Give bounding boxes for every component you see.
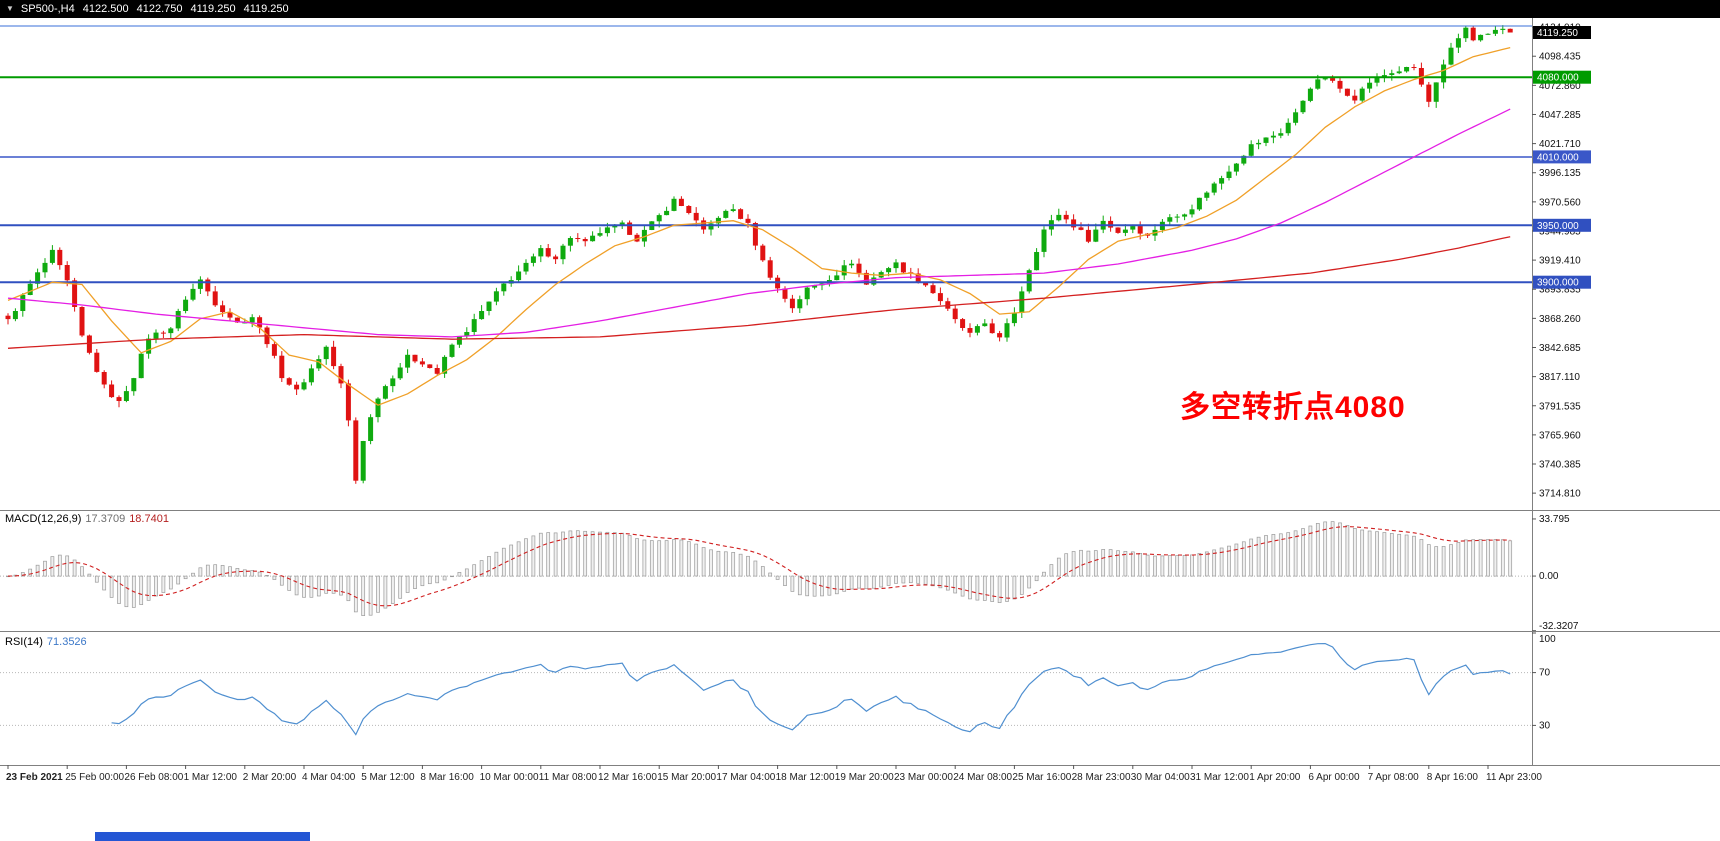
svg-text:4098.435: 4098.435	[1539, 52, 1581, 63]
svg-text:4080.000: 4080.000	[1537, 73, 1579, 84]
svg-text:5 Mar 12:00: 5 Mar 12:00	[361, 772, 415, 783]
ma-mid-line	[7, 108, 1511, 338]
annotation-text[interactable]: 多空转折点4080	[1180, 391, 1406, 424]
svg-text:4072.860: 4072.860	[1539, 81, 1581, 92]
bar-close-value: 4119.250	[243, 3, 289, 15]
svg-text:25 Feb 00:00: 25 Feb 00:00	[65, 772, 124, 783]
svg-text:18 Mar 12:00: 18 Mar 12:00	[776, 772, 835, 783]
symbol-dropdown-icon[interactable]: ▼	[6, 4, 14, 13]
background-window-strip	[95, 832, 310, 841]
bar-open-value: 4122.500	[82, 3, 129, 15]
svg-text:3919.410: 3919.410	[1539, 256, 1581, 267]
svg-text:1 Mar 12:00: 1 Mar 12:00	[184, 772, 238, 783]
svg-text:12 Mar 16:00: 12 Mar 16:00	[598, 772, 657, 783]
svg-text:4119.250: 4119.250	[1537, 28, 1578, 39]
chart-title-bar: ▼ SP500-,H4 4122.500 4122.750 4119.250 4…	[0, 0, 1720, 18]
svg-text:4047.285: 4047.285	[1539, 110, 1581, 121]
candles-layer	[5, 25, 1513, 484]
svg-text:25 Mar 16:00: 25 Mar 16:00	[1012, 772, 1071, 783]
rsi-indicator-label: RSI(14) 71.3526	[5, 636, 87, 648]
rsi-name: RSI(14)	[5, 636, 43, 648]
svg-text:3842.685: 3842.685	[1539, 343, 1581, 354]
price-level-box	[1533, 26, 1591, 39]
svg-text:23 Mar 00:00: 23 Mar 00:00	[894, 772, 953, 783]
svg-text:7 Apr 08:00: 7 Apr 08:00	[1368, 772, 1420, 783]
svg-text:11 Mar 08:00: 11 Mar 08:00	[539, 772, 598, 783]
macd-pane: 33.795 0.00 -32.3207	[0, 514, 1579, 632]
macd-main-value: 17.3709	[85, 513, 126, 525]
svg-text:3950.000: 3950.000	[1537, 221, 1579, 232]
svg-text:8 Apr 16:00: 8 Apr 16:00	[1427, 772, 1479, 783]
macd-indicator-label: MACD(12,26,9) 17.3709 18.7401	[5, 513, 169, 525]
svg-text:19 Mar 20:00: 19 Mar 20:00	[835, 772, 894, 783]
svg-text:3868.260: 3868.260	[1539, 314, 1581, 325]
svg-text:8 Mar 16:00: 8 Mar 16:00	[420, 772, 474, 783]
svg-text:24 Mar 08:00: 24 Mar 08:00	[953, 772, 1012, 783]
svg-text:3740.385: 3740.385	[1539, 460, 1581, 471]
rsi-line	[111, 642, 1511, 736]
svg-text:70: 70	[1539, 668, 1551, 679]
svg-text:23 Feb 2021: 23 Feb 2021	[6, 772, 63, 783]
horizontal-lines-layer[interactable]	[0, 25, 1532, 284]
svg-text:4021.710: 4021.710	[1539, 139, 1581, 150]
ma-fast-line	[7, 46, 1511, 406]
price-level-box	[1533, 275, 1591, 289]
svg-text:28 Mar 23:00: 28 Mar 23:00	[1072, 772, 1131, 783]
svg-text:3900.000: 3900.000	[1537, 278, 1579, 289]
svg-text:3765.960: 3765.960	[1539, 430, 1581, 441]
svg-text:2 Mar 20:00: 2 Mar 20:00	[243, 772, 297, 783]
time-axis[interactable]: 23 Feb 2021 25 Feb 00:00 26 Feb 08:00 1 Mar…	[6, 765, 1542, 783]
svg-text:30 Mar 04:00: 30 Mar 04:00	[1131, 772, 1190, 783]
svg-text:3791.535: 3791.535	[1539, 401, 1581, 412]
svg-text:17 Mar 04:00: 17 Mar 04:00	[716, 772, 775, 783]
price-level-box	[1533, 70, 1591, 84]
svg-text:30: 30	[1539, 720, 1551, 731]
price-level-box	[1533, 150, 1591, 164]
svg-text:4 Mar 04:00: 4 Mar 04:00	[302, 772, 356, 783]
svg-text:31 Mar 12:00: 31 Mar 12:00	[1190, 772, 1249, 783]
svg-text:3817.110: 3817.110	[1539, 372, 1580, 383]
rsi-pane: 100 70 30	[0, 632, 1556, 736]
macd-signal-line	[7, 526, 1511, 607]
svg-text:26 Feb 08:00: 26 Feb 08:00	[124, 772, 183, 783]
svg-text:15 Mar 20:00: 15 Mar 20:00	[657, 772, 716, 783]
svg-text:100: 100	[1539, 634, 1556, 645]
svg-text:3944.985: 3944.985	[1539, 226, 1581, 237]
svg-text:6 Apr 00:00: 6 Apr 00:00	[1308, 772, 1360, 783]
svg-text:3714.810: 3714.810	[1539, 489, 1581, 500]
svg-text:1 Apr 20:00: 1 Apr 20:00	[1249, 772, 1301, 783]
svg-text:0.00: 0.00	[1539, 571, 1559, 582]
svg-text:-32.3207: -32.3207	[1539, 621, 1579, 632]
svg-text:3893.835: 3893.835	[1539, 285, 1581, 296]
price-level-box	[1533, 218, 1591, 232]
macd-name: MACD(12,26,9)	[5, 513, 82, 525]
macd-signal-value: 18.7401	[129, 513, 169, 525]
price-axis[interactable]: 4124.0104098.4354072.8604047.2854021.710…	[1532, 18, 1591, 765]
symbol-timeframe-label: SP500-,H4	[20, 3, 75, 15]
rsi-value: 71.3526	[46, 636, 87, 648]
svg-text:4010.000: 4010.000	[1537, 152, 1579, 163]
svg-text:3970.560: 3970.560	[1539, 197, 1581, 208]
svg-text:10 Mar 00:00: 10 Mar 00:00	[480, 772, 539, 783]
svg-text:3996.135: 3996.135	[1539, 168, 1581, 179]
svg-text:33.795: 33.795	[1539, 514, 1570, 525]
bar-high-value: 4122.750	[136, 3, 183, 15]
bar-low-value: 4119.250	[190, 3, 236, 15]
svg-text:11 Apr 23:00: 11 Apr 23:00	[1486, 772, 1542, 783]
ma-slow-line	[7, 236, 1511, 349]
